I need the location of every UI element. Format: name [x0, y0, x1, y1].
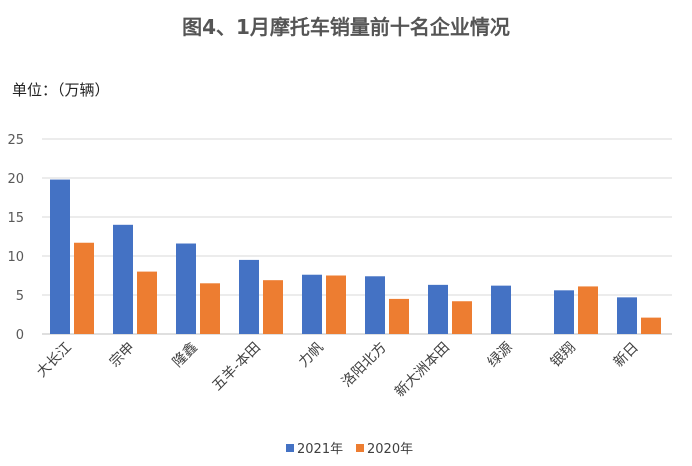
y-tick-label: 0 [16, 328, 24, 343]
legend-label: 2020年 [367, 442, 413, 457]
bar-series2 [200, 283, 220, 334]
bar-series2 [74, 242, 94, 334]
legend-swatch [356, 444, 364, 452]
y-tick-label: 15 [7, 211, 24, 226]
x-tick-label: 绿源 [485, 340, 516, 371]
legend-swatch [286, 444, 294, 452]
chart-title: 图4、1月摩托车销量前十名企业情况 [182, 15, 510, 39]
x-tick-label: 宗申 [107, 340, 138, 371]
y-tick-label: 10 [7, 250, 24, 265]
x-tick-label: 隆鑫 [169, 339, 201, 371]
bars [50, 179, 661, 334]
bar-series1 [617, 297, 637, 334]
x-tick-label: 银翔 [548, 340, 579, 371]
bar-series2 [452, 301, 472, 334]
unit-label: 单位：（万辆） [12, 81, 110, 99]
bar-series1 [176, 243, 196, 334]
x-tick-label: 洛阳北方 [339, 340, 390, 391]
bar-series1 [113, 224, 133, 334]
y-axis-ticks: 0 5 10 15 20 25 [7, 133, 24, 343]
bar-series1 [428, 284, 448, 334]
bar-series2 [389, 298, 409, 334]
bar-series1 [491, 285, 511, 334]
x-tick-label: 大长江 [34, 340, 75, 381]
bar-series2 [578, 286, 598, 334]
bar-series1 [239, 259, 259, 334]
x-tick-label: 五羊-本田 [209, 340, 263, 394]
legend-label: 2021年 [297, 442, 343, 457]
x-tick-label: 新日 [611, 340, 642, 371]
x-tick-label: 新大洲本田 [392, 340, 453, 401]
bar-series1 [50, 179, 70, 334]
bar-series2 [263, 280, 283, 334]
y-tick-label: 25 [7, 133, 24, 148]
y-tick-label: 5 [16, 289, 24, 304]
x-tick-label: 力帆 [296, 340, 327, 371]
legend: 2021年 2020年 [286, 442, 413, 457]
bar-series1 [365, 276, 385, 334]
y-tick-label: 20 [7, 172, 24, 187]
x-axis-ticks: 大长江 宗申 隆鑫 五羊-本田 力帆 洛阳北方 新大洲本田 绿源 银翔 新日 [34, 339, 642, 401]
bar-series1 [302, 274, 322, 334]
bar-series2 [326, 275, 346, 334]
bar-series2 [641, 317, 661, 334]
gridlines [42, 138, 672, 335]
bar-series2 [137, 271, 157, 334]
bar-series1 [554, 290, 574, 334]
